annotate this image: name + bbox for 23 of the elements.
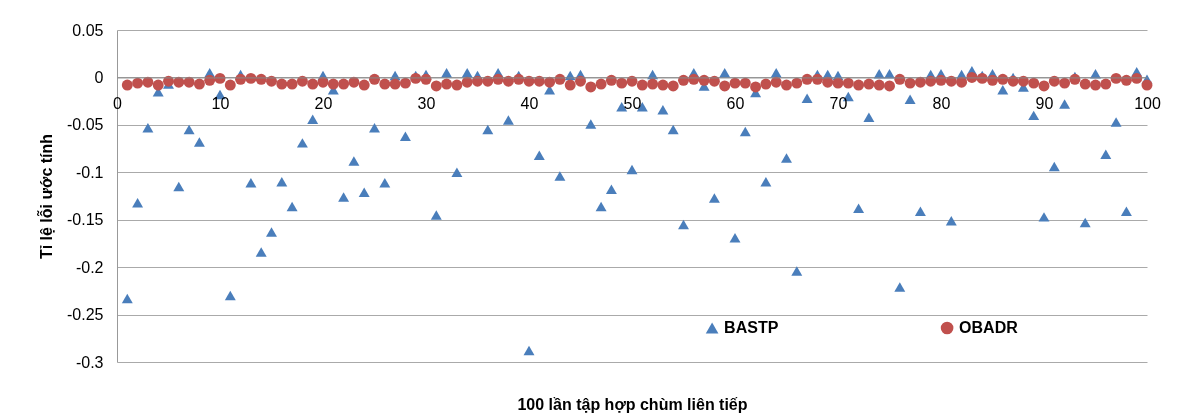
y-tick-label: -0.1: [75, 163, 104, 181]
x-axis-title: 100 lần tập hợp chùm liên tiếp: [517, 395, 748, 413]
x-tick-label: 20: [314, 94, 333, 112]
x-tick-label: 100: [1134, 94, 1161, 112]
y-tick-label: -0.05: [67, 116, 104, 134]
y-tick-label: -0.2: [75, 258, 104, 276]
y-tick-label: -0.15: [67, 211, 104, 229]
y-tick-label: 0.05: [72, 21, 104, 39]
y-tick-label: -0.3: [75, 353, 104, 371]
x-tick-label: 80: [932, 94, 951, 112]
x-tick-label: 90: [1035, 94, 1054, 112]
x-tick-label: 40: [520, 94, 539, 112]
x-tick-label: 0: [113, 94, 123, 112]
y-tick-label: 0: [94, 68, 104, 86]
x-tick-label: 50: [623, 94, 642, 112]
x-tick-label: 60: [726, 94, 745, 112]
y-tick-label: -0.25: [67, 306, 104, 324]
y-axis-title: Tỉ lệ lỗi ước tính: [37, 133, 56, 260]
legend-label: BASTP: [724, 319, 779, 336]
x-tick-label: 30: [417, 94, 436, 112]
legend-label: OBADR: [959, 319, 1019, 336]
x-tick-label: 70: [829, 94, 848, 112]
x-tick-label: 10: [211, 94, 230, 112]
